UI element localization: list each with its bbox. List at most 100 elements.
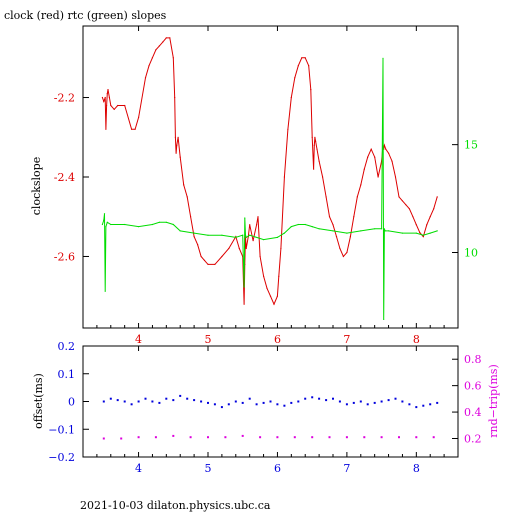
data-point-rtc bbox=[401, 232, 403, 234]
data-point-offset bbox=[137, 400, 140, 403]
data-point-rtc bbox=[158, 221, 160, 223]
data-point-offset bbox=[366, 403, 369, 406]
bottom-plot-series bbox=[102, 394, 439, 440]
data-point-rnd-trip bbox=[102, 437, 105, 440]
data-point-rtc bbox=[243, 286, 245, 288]
data-point-clock bbox=[391, 160, 393, 162]
data-point-clock bbox=[200, 255, 202, 258]
data-point-clock bbox=[259, 255, 261, 258]
data-point-offset bbox=[262, 401, 265, 404]
data-point-clock bbox=[144, 77, 147, 79]
data-point-clock bbox=[314, 136, 316, 138]
data-point-clock bbox=[363, 168, 365, 170]
rnd-trip-axis: 0.2 0.4 0.6 0.8 bbox=[452, 353, 482, 446]
data-point-offset bbox=[429, 403, 432, 406]
data-point-clock bbox=[316, 148, 318, 150]
data-point-offset bbox=[373, 401, 376, 404]
data-point-rnd-trip bbox=[345, 436, 348, 439]
top-plot-series bbox=[101, 37, 438, 320]
data-point-offset bbox=[304, 397, 307, 400]
data-point-offset bbox=[234, 400, 237, 403]
data-point-clock bbox=[360, 184, 362, 186]
left-tick-label: -2.6 bbox=[54, 250, 75, 263]
data-point-rtc bbox=[124, 223, 126, 226]
data-point-offset bbox=[123, 400, 126, 403]
left-tick-label: −0.2 bbox=[48, 451, 75, 464]
data-point-offset bbox=[193, 399, 196, 402]
data-point-rtc bbox=[165, 221, 167, 223]
data-point-rtc bbox=[276, 236, 278, 238]
data-point-clock bbox=[256, 224, 258, 226]
data-point-clock bbox=[436, 196, 438, 198]
data-point-clock bbox=[332, 224, 334, 226]
series-line-rtc bbox=[101, 58, 438, 320]
data-point-clock bbox=[429, 216, 431, 218]
data-point-offset bbox=[332, 397, 334, 400]
x-tick-label: 5 bbox=[205, 462, 212, 475]
data-point-rtc bbox=[290, 226, 292, 228]
data-point-clock bbox=[328, 216, 331, 218]
data-point-clock bbox=[278, 275, 280, 277]
x-tick-label: 4 bbox=[135, 333, 142, 346]
data-point-rtc bbox=[245, 236, 247, 238]
data-point-offset bbox=[297, 400, 300, 403]
data-point-offset bbox=[359, 400, 362, 403]
data-point-clock bbox=[138, 116, 140, 118]
data-point-rnd-trip bbox=[276, 436, 279, 439]
data-point-clock bbox=[315, 140, 317, 142]
right-tick-label: 0.6 bbox=[464, 380, 482, 393]
data-point-clock bbox=[243, 303, 245, 305]
data-point-offset bbox=[200, 400, 203, 403]
data-point-clock bbox=[131, 128, 133, 130]
data-point-clock bbox=[228, 247, 230, 250]
data-point-rtc bbox=[436, 230, 438, 232]
data-point-rtc bbox=[360, 230, 362, 232]
data-point-clock bbox=[318, 160, 320, 162]
data-point-clock bbox=[325, 196, 327, 198]
data-point-clock bbox=[134, 128, 136, 130]
data-point-offset bbox=[109, 397, 112, 400]
right-tick-label: 0.4 bbox=[464, 406, 482, 419]
data-point-offset bbox=[207, 401, 209, 404]
data-point-rnd-trip bbox=[259, 436, 262, 439]
footer-text: 2021-10-03 dilaton.physics.ubc.ca bbox=[80, 499, 271, 512]
data-point-clock bbox=[301, 57, 303, 59]
data-point-clock bbox=[174, 96, 176, 99]
data-point-offset bbox=[144, 397, 147, 400]
data-point-clock bbox=[110, 104, 112, 107]
data-point-offset bbox=[248, 397, 251, 400]
data-point-clock bbox=[172, 57, 174, 59]
right-tick-label: 15 bbox=[464, 139, 478, 152]
data-point-clock bbox=[193, 236, 195, 238]
data-point-offset bbox=[102, 400, 105, 403]
data-point-offset bbox=[338, 400, 341, 403]
data-point-clock bbox=[346, 251, 348, 254]
data-point-clock bbox=[342, 255, 344, 258]
data-point-clock bbox=[349, 236, 351, 238]
data-point-offset bbox=[165, 397, 168, 400]
data-point-clock bbox=[249, 224, 251, 226]
data-point-clock bbox=[377, 176, 379, 178]
data-point-clock bbox=[124, 104, 126, 107]
data-point-clock bbox=[308, 65, 310, 67]
data-point-rnd-trip bbox=[432, 436, 435, 439]
data-point-offset bbox=[227, 403, 230, 406]
data-point-rtc bbox=[415, 232, 417, 234]
data-point-clock bbox=[113, 108, 115, 110]
data-point-clock bbox=[155, 49, 157, 51]
data-point-offset bbox=[290, 401, 293, 404]
data-point-clock bbox=[398, 196, 400, 198]
data-point-offset bbox=[276, 403, 279, 406]
data-point-clock bbox=[183, 184, 185, 186]
data-point-clock bbox=[151, 57, 153, 59]
data-point-rtc bbox=[207, 234, 209, 236]
data-point-clock bbox=[394, 176, 397, 178]
data-point-rtc bbox=[249, 234, 251, 236]
data-point-rnd-trip bbox=[224, 436, 227, 439]
data-point-rtc bbox=[388, 230, 390, 232]
data-point-clock bbox=[426, 224, 428, 226]
data-point-clock bbox=[353, 216, 355, 218]
data-point-rtc bbox=[263, 239, 265, 241]
data-point-clock bbox=[245, 247, 247, 250]
data-point-offset bbox=[408, 403, 411, 406]
